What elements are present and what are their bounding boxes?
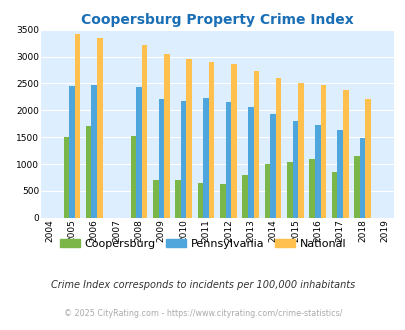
Bar	[264, 164, 270, 218]
Bar	[220, 184, 225, 218]
Bar	[175, 180, 181, 218]
Title: Coopersburg Property Crime Index: Coopersburg Property Crime Index	[81, 13, 353, 27]
Bar	[153, 180, 158, 218]
Bar	[270, 114, 275, 218]
Bar	[97, 38, 102, 218]
Bar	[208, 62, 214, 218]
Bar	[337, 130, 342, 218]
Bar	[86, 126, 91, 218]
Bar	[253, 71, 258, 218]
Bar	[164, 54, 169, 218]
Bar	[286, 162, 292, 218]
Bar	[309, 159, 314, 218]
Bar	[242, 175, 247, 218]
Bar	[158, 99, 164, 218]
Bar	[181, 101, 186, 218]
Bar	[75, 34, 80, 218]
Bar	[314, 125, 320, 218]
Text: © 2025 CityRating.com - https://www.cityrating.com/crime-statistics/: © 2025 CityRating.com - https://www.city…	[64, 309, 341, 318]
Bar	[230, 64, 236, 218]
Bar	[186, 59, 192, 218]
Bar	[359, 138, 364, 218]
Bar	[342, 90, 347, 218]
Text: Crime Index corresponds to incidents per 100,000 inhabitants: Crime Index corresponds to incidents per…	[51, 280, 354, 290]
Bar	[292, 121, 298, 218]
Bar	[225, 102, 230, 218]
Bar	[63, 137, 69, 218]
Bar	[364, 99, 370, 218]
Bar	[130, 136, 136, 218]
Bar	[247, 107, 253, 218]
Bar	[203, 98, 208, 218]
Bar	[136, 87, 141, 218]
Bar	[353, 156, 359, 218]
Bar	[197, 183, 203, 218]
Bar	[320, 85, 325, 218]
Bar	[275, 78, 281, 218]
Bar	[91, 84, 97, 218]
Bar	[141, 45, 147, 218]
Legend: Coopersburg, Pennsylvania, National: Coopersburg, Pennsylvania, National	[55, 235, 350, 253]
Bar	[298, 83, 303, 218]
Bar	[69, 85, 75, 218]
Bar	[331, 172, 337, 218]
